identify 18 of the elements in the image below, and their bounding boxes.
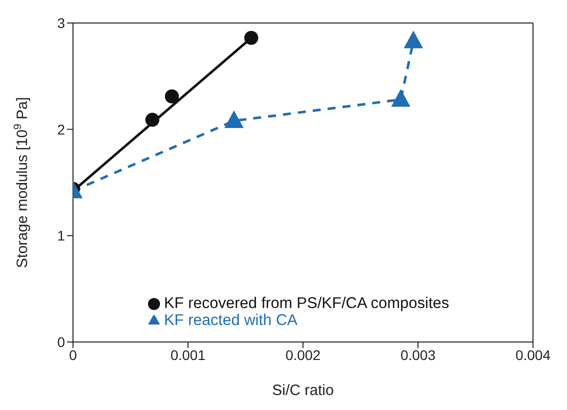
- point: [391, 89, 410, 107]
- y-tick-label: 3: [57, 14, 66, 31]
- legend-label: KF recovered from PS/KF/CA composites: [164, 295, 450, 312]
- point: [404, 30, 423, 48]
- x-tick-label: 0: [69, 346, 78, 363]
- y-tick-label: 1: [57, 228, 66, 244]
- x-axis-title: Si/C ratio: [272, 382, 334, 399]
- point: [224, 110, 244, 128]
- y-tick-label: 2: [57, 121, 66, 138]
- x-tick-label: 0.002: [285, 346, 321, 363]
- point: [244, 30, 258, 45]
- y-tick-label: 0: [57, 334, 66, 350]
- x-tick-label: 0.001: [170, 346, 206, 363]
- point: [145, 112, 160, 127]
- x-tick-label: 0.004: [515, 346, 551, 363]
- x-tick-label: 0.003: [400, 346, 436, 363]
- legend-label: KF reacted with CA: [164, 312, 298, 329]
- point: [164, 89, 179, 104]
